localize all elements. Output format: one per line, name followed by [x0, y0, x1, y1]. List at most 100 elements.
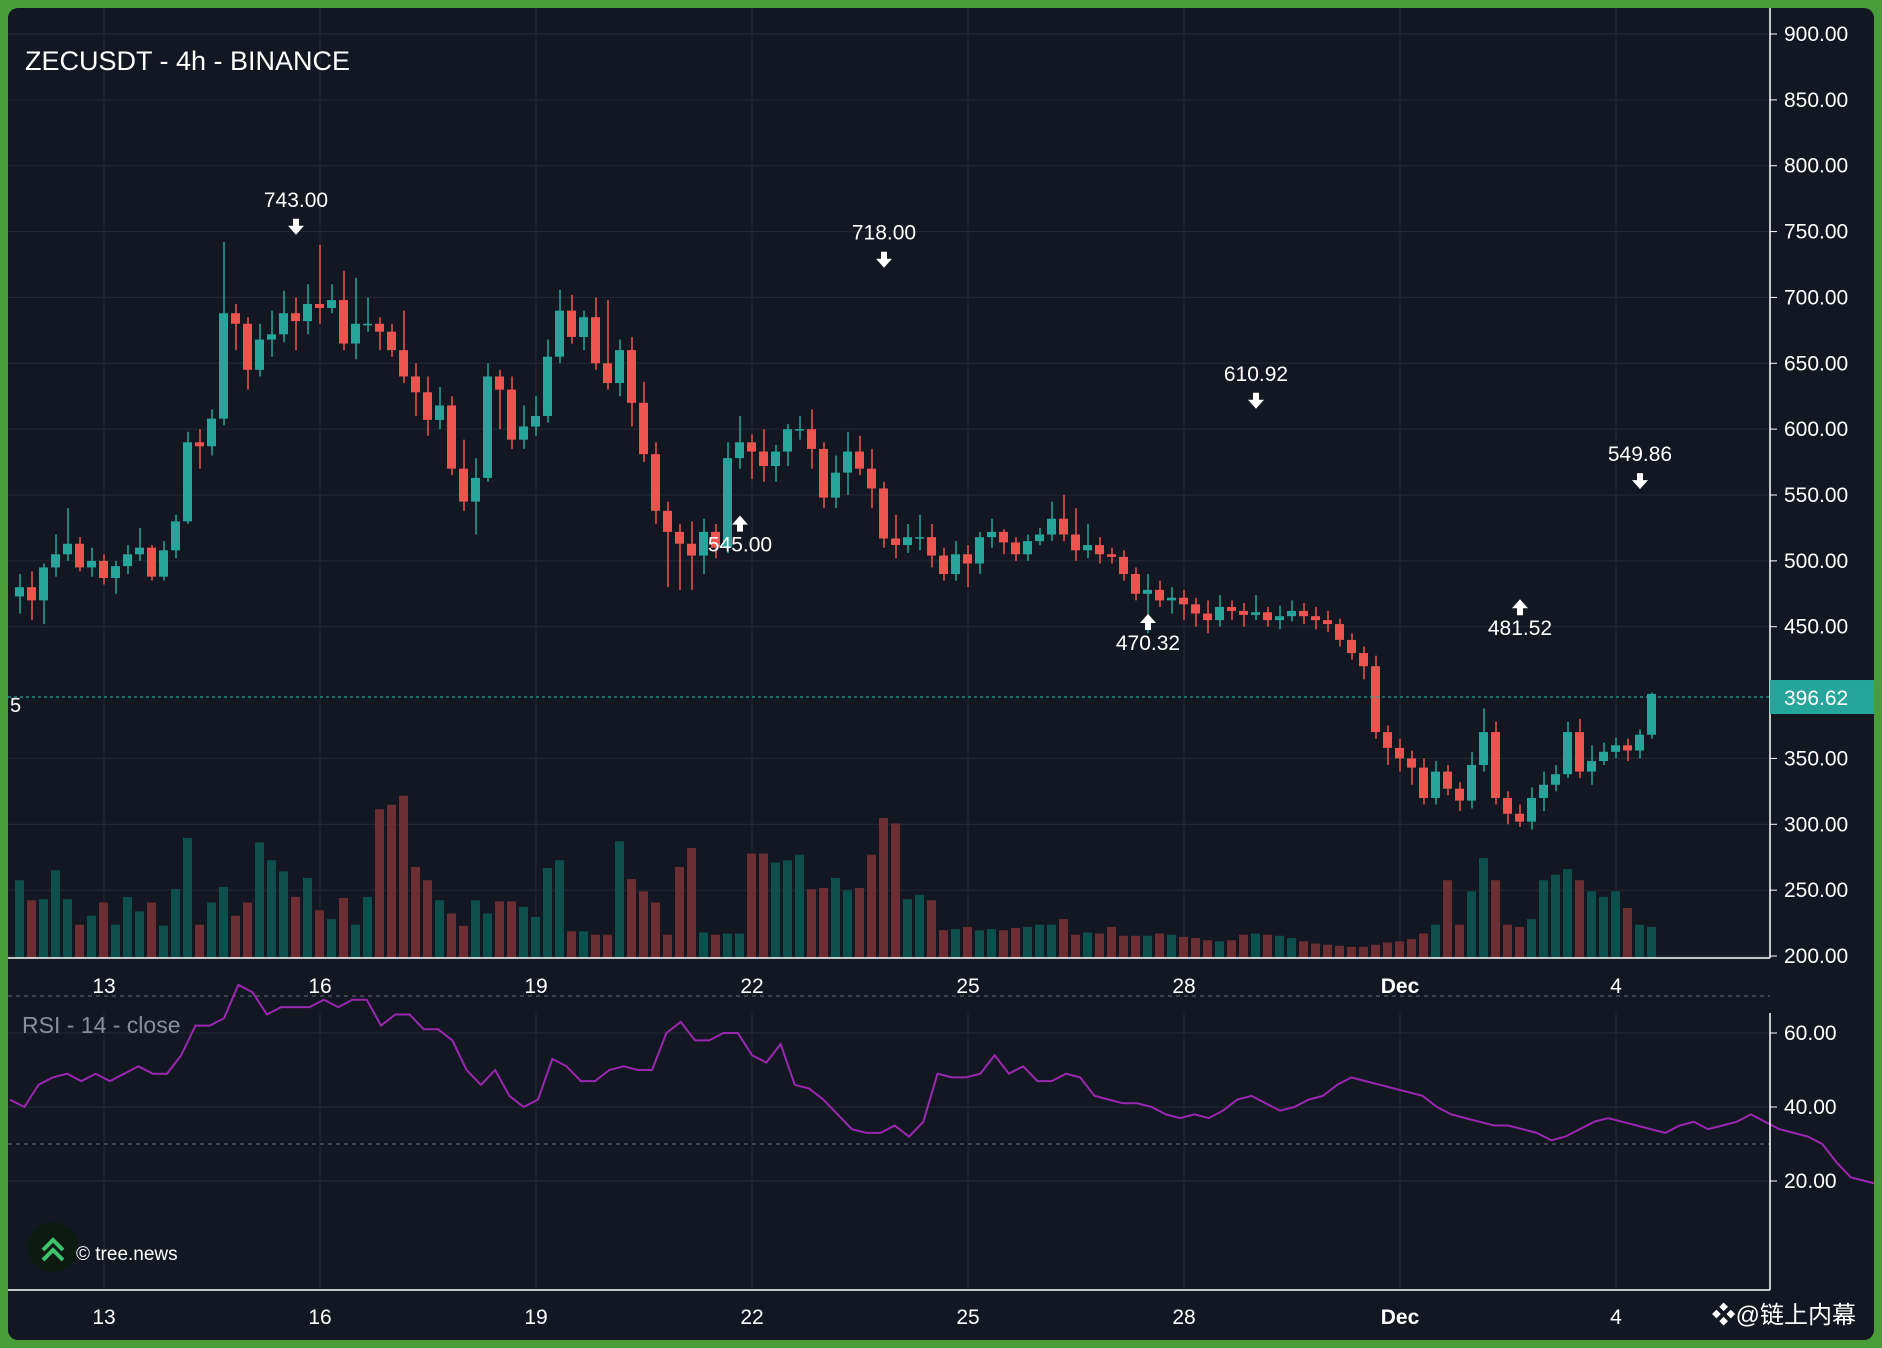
candle-body	[1647, 693, 1656, 735]
down-arrow-icon	[876, 251, 892, 268]
volume-bars	[15, 795, 1656, 958]
left-price-fragment: 5	[10, 695, 21, 717]
volume-bar	[1107, 926, 1116, 958]
volume-bar	[411, 866, 420, 958]
candle-body	[819, 448, 828, 498]
time-tick-label: 25	[956, 1306, 979, 1329]
candle-body	[1155, 589, 1164, 601]
volume-bar	[1323, 944, 1332, 958]
volume-bar	[723, 933, 732, 958]
candle-body	[1059, 518, 1068, 535]
candle-body	[1575, 732, 1584, 772]
time-tick-label: 22	[740, 1306, 763, 1329]
price-tick-label: 750.00	[1784, 221, 1848, 244]
volume-bar	[1527, 919, 1536, 958]
candle-body	[183, 442, 192, 522]
volume-bar	[303, 878, 312, 958]
candle-body	[1467, 765, 1476, 801]
high-label: 743.00	[264, 189, 328, 212]
volume-bar	[519, 906, 528, 958]
candle-body	[939, 555, 948, 575]
candle-body	[1419, 767, 1428, 798]
volume-bar	[231, 915, 240, 958]
volume-bar	[63, 899, 72, 958]
chart-canvas[interactable]: 5 743.00 545.00 718.00 470.32 610.92 481.52 54…	[8, 8, 1874, 1340]
volume-bar	[1647, 926, 1656, 958]
price-axis[interactable]: 900.00 850.00 800.00 750.00 700.00 650.00 600.…	[8, 8, 1874, 968]
candle-body	[1323, 620, 1332, 625]
volume-bar	[39, 899, 48, 958]
volume-bar	[711, 934, 720, 958]
volume-bar	[927, 900, 936, 958]
candle-body	[411, 376, 420, 393]
price-tick-label: 850.00	[1784, 89, 1848, 112]
candle-body	[807, 429, 816, 449]
volume-bar	[1167, 934, 1176, 958]
candle-body	[1635, 734, 1644, 751]
volume-bar	[1299, 941, 1308, 958]
candle-body	[1167, 597, 1176, 601]
volume-bar	[1623, 908, 1632, 958]
candle-body	[1371, 666, 1380, 733]
volume-bar	[87, 915, 96, 958]
volume-bar	[1047, 924, 1056, 958]
volume-bar	[51, 870, 60, 958]
volume-bar	[639, 891, 648, 958]
rsi-tick-label: 40.00	[1784, 1096, 1837, 1119]
candle-body	[483, 376, 492, 478]
volume-bar	[507, 901, 516, 958]
rsi-indicator-title[interactable]: RSI - 14 - close	[22, 1012, 181, 1038]
volume-bar	[27, 900, 36, 958]
volume-bar	[1155, 933, 1164, 958]
time-tick-label: 4	[1610, 1306, 1622, 1329]
volume-bar	[1215, 941, 1224, 958]
candle-body	[975, 537, 984, 564]
candle-body	[567, 310, 576, 337]
volume-bar	[1479, 858, 1488, 958]
down-arrow-icon	[1248, 392, 1264, 409]
candle-body	[1011, 542, 1020, 555]
watermark-text: ❖@链上内幕	[1712, 1295, 1856, 1330]
candle-body	[1071, 534, 1080, 551]
volume-bar	[1011, 928, 1020, 958]
volume-bar	[1071, 934, 1080, 958]
volume-bar	[243, 902, 252, 958]
credit-text: © tree.news	[76, 1244, 178, 1265]
volume-bar	[363, 896, 372, 958]
low-label: 481.52	[1488, 617, 1552, 640]
volume-bar	[1251, 933, 1260, 958]
candle-body	[1203, 613, 1212, 621]
candle-body	[279, 313, 288, 335]
high-label: 610.92	[1224, 363, 1288, 386]
volume-bar	[447, 913, 456, 958]
candle-body	[63, 543, 72, 555]
candle-body	[1311, 616, 1320, 621]
volume-bar	[1431, 924, 1440, 958]
rsi-time-axis: 13 16 19 22 25 28 Dec 4	[92, 1306, 1622, 1329]
candle-body	[1035, 534, 1044, 542]
volume-bar	[483, 913, 492, 958]
volume-bar	[675, 866, 684, 958]
candle-body	[891, 538, 900, 546]
chevron-up-icon	[41, 1237, 65, 1262]
time-tick-label: 13	[92, 975, 115, 998]
diamond-logo-icon: ❖	[1711, 1302, 1736, 1329]
candle-body	[1083, 545, 1092, 551]
candle-body	[123, 554, 132, 567]
volume-bar	[903, 899, 912, 958]
volume-bar	[123, 896, 132, 958]
volume-bar	[315, 910, 324, 958]
candle-body	[1143, 589, 1152, 594]
rsi-axis[interactable]: 60.00 40.00 20.00	[8, 1013, 1837, 1291]
volume-bar	[867, 854, 876, 958]
volume-bar	[687, 848, 696, 958]
volume-bar	[99, 902, 108, 958]
volume-bar	[963, 926, 972, 958]
volume-bar	[255, 842, 264, 958]
volume-bar	[399, 795, 408, 958]
price-tick-label: 800.00	[1784, 155, 1848, 178]
time-tick-label: 16	[308, 1306, 331, 1329]
up-arrow-icon	[1140, 613, 1156, 630]
volume-bar	[351, 924, 360, 958]
price-tick-label: 300.00	[1784, 813, 1848, 836]
